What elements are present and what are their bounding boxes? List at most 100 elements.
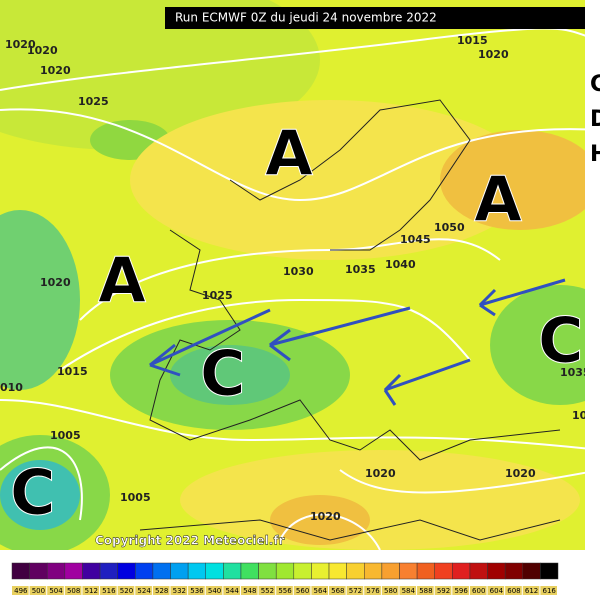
legend-label-bg — [152, 586, 170, 595]
isobar-label: 1005 — [120, 491, 151, 504]
legend-label: 496 — [14, 587, 28, 595]
legend-swatch — [11, 562, 30, 580]
legend-label-bg — [117, 586, 135, 595]
isobar-label: 1020 — [5, 38, 36, 51]
field-zone — [0, 210, 80, 390]
legend-swatch — [152, 562, 171, 580]
legend-label-bg — [64, 586, 82, 595]
pressure-center: C — [200, 337, 246, 410]
legend-label: 532 — [173, 587, 186, 595]
legend-swatch — [399, 562, 418, 580]
isobar-label: 1030 — [283, 265, 314, 278]
legend-label: 592 — [437, 587, 450, 595]
legend-swatch — [82, 562, 101, 580]
legend-label: 552 — [261, 587, 274, 595]
legend-label-bg — [276, 586, 293, 595]
legend-swatch — [240, 562, 259, 580]
pressure-center: C — [10, 456, 56, 529]
pressure-center: A — [474, 163, 522, 236]
legend-label-bg — [12, 586, 29, 595]
legend-swatch — [205, 562, 224, 580]
field-zone — [490, 285, 585, 405]
legend-swatch — [469, 562, 488, 580]
legend-label: 568 — [331, 587, 344, 595]
legend-swatch — [275, 562, 295, 580]
legend-label: 528 — [155, 587, 168, 595]
legend-label: 548 — [243, 587, 256, 595]
legend-swatch — [99, 562, 118, 580]
field-zone — [130, 100, 530, 260]
legend-label: 520 — [120, 587, 133, 595]
legend-swatch — [434, 562, 453, 580]
legend-label: 516 — [102, 587, 116, 595]
legend-label: 564 — [314, 587, 328, 595]
legend-label-bg — [135, 586, 152, 595]
isobar-label: 1020 — [40, 64, 71, 77]
legend-label-bg — [364, 586, 381, 595]
legend-swatch — [364, 562, 383, 580]
legend-label: 572 — [349, 587, 362, 595]
isobar-label: 010 — [0, 381, 23, 394]
legend-label-bg — [417, 586, 434, 595]
legend-swatch — [328, 562, 347, 580]
legend-label: 544 — [225, 587, 239, 595]
isobar-label: 1020 — [365, 467, 396, 480]
legend-label-bg — [47, 586, 64, 595]
legend-label-bg — [205, 586, 223, 595]
isobar-label: 1015 — [57, 365, 88, 378]
legend-swatch — [487, 562, 506, 580]
legend-label-bg — [469, 586, 487, 595]
isobar-label: 1005 — [50, 429, 81, 442]
legend-swatch — [540, 562, 559, 580]
legend-label: 612 — [525, 587, 538, 595]
legend-label-bg — [293, 586, 311, 595]
pressure-center: A — [98, 244, 146, 317]
isobar-label: 1050 — [434, 221, 465, 234]
isobar-label: 1020 — [40, 276, 71, 289]
legend-label-bg — [100, 586, 117, 595]
legend-label: 608 — [507, 587, 520, 595]
isobar-label: 1020 — [478, 48, 509, 61]
legend-swatch — [64, 562, 83, 580]
field-zone — [0, 460, 80, 530]
legend-label-bg — [29, 586, 47, 595]
legend-label-bg — [82, 586, 100, 595]
legend-label: 508 — [67, 587, 80, 595]
side-letter: C — [590, 72, 600, 97]
legend-label: 588 — [419, 587, 432, 595]
legend-label: 500 — [32, 587, 45, 595]
legend-label-bg — [311, 586, 329, 595]
legend-label-bg — [505, 586, 522, 595]
legend-label-bg — [452, 586, 469, 595]
pressure-center: C — [538, 304, 584, 377]
copyright: Copyright 2022 Meteociel.fr — [95, 534, 285, 548]
legend-label-bg — [540, 586, 557, 595]
isobar-label: 1020 — [27, 44, 58, 57]
legend-swatch — [187, 562, 206, 580]
legend-swatch — [258, 562, 277, 580]
pressure-center: A — [265, 117, 313, 190]
legend-label: 596 — [454, 587, 468, 595]
legend-label-bg — [381, 586, 399, 595]
legend-label: 584 — [402, 587, 416, 595]
legend-label: 616 — [543, 587, 557, 595]
legend-label: 536 — [190, 587, 204, 595]
isobar-label: 1025 — [202, 289, 233, 302]
legend-swatch — [117, 562, 136, 580]
legend-label: 576 — [366, 587, 380, 595]
isobar-label: 1020 — [310, 510, 341, 523]
isobar-label: 1035 — [560, 366, 591, 379]
legend-swatch — [223, 562, 242, 580]
legend-label-bg — [258, 586, 276, 595]
legend-label-bg — [399, 586, 417, 595]
isobar-label: 1015 — [457, 34, 488, 47]
legend-swatch — [29, 562, 48, 580]
legend-label: 560 — [296, 587, 309, 595]
legend-label: 604 — [490, 587, 504, 595]
map-title: Run ECMWF 0Z du jeudi 24 novembre 2022 — [175, 11, 437, 25]
legend-label-bg — [223, 586, 240, 595]
legend-swatch — [311, 562, 330, 580]
legend-label: 580 — [384, 587, 397, 595]
